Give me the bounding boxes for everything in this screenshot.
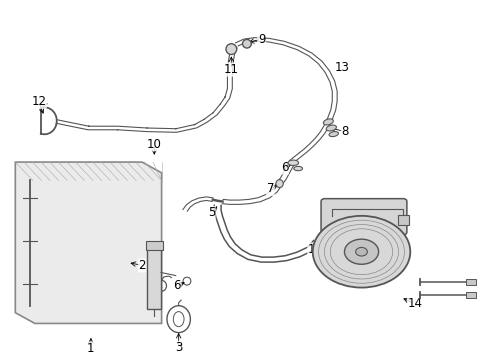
Text: 13: 13 <box>334 61 349 74</box>
Circle shape <box>312 216 409 288</box>
Ellipse shape <box>293 166 302 171</box>
Ellipse shape <box>323 119 333 125</box>
Ellipse shape <box>225 44 236 54</box>
Ellipse shape <box>325 125 336 131</box>
Bar <box>147 248 161 309</box>
Text: 9: 9 <box>257 32 265 46</box>
Text: 6: 6 <box>173 279 181 292</box>
Text: 14: 14 <box>407 297 422 310</box>
Text: 3: 3 <box>175 341 182 354</box>
Text: 4: 4 <box>150 285 158 298</box>
Text: 5: 5 <box>207 207 215 220</box>
Circle shape <box>355 247 366 256</box>
FancyBboxPatch shape <box>321 199 406 235</box>
Ellipse shape <box>275 180 283 188</box>
Text: 2: 2 <box>138 259 145 272</box>
Text: 6: 6 <box>280 161 287 174</box>
Ellipse shape <box>242 40 251 48</box>
Bar <box>397 215 408 225</box>
Text: 1: 1 <box>87 342 95 355</box>
Text: 7: 7 <box>266 183 274 195</box>
Bar <box>466 292 475 298</box>
Text: 12: 12 <box>31 95 46 108</box>
Ellipse shape <box>287 160 298 166</box>
Text: 11: 11 <box>224 63 238 76</box>
Bar <box>146 241 162 250</box>
Text: 8: 8 <box>341 125 348 138</box>
Polygon shape <box>15 162 161 323</box>
Bar <box>466 279 475 285</box>
Text: 15: 15 <box>307 243 322 256</box>
Circle shape <box>344 239 378 264</box>
Ellipse shape <box>328 132 338 136</box>
Text: 10: 10 <box>146 138 162 150</box>
